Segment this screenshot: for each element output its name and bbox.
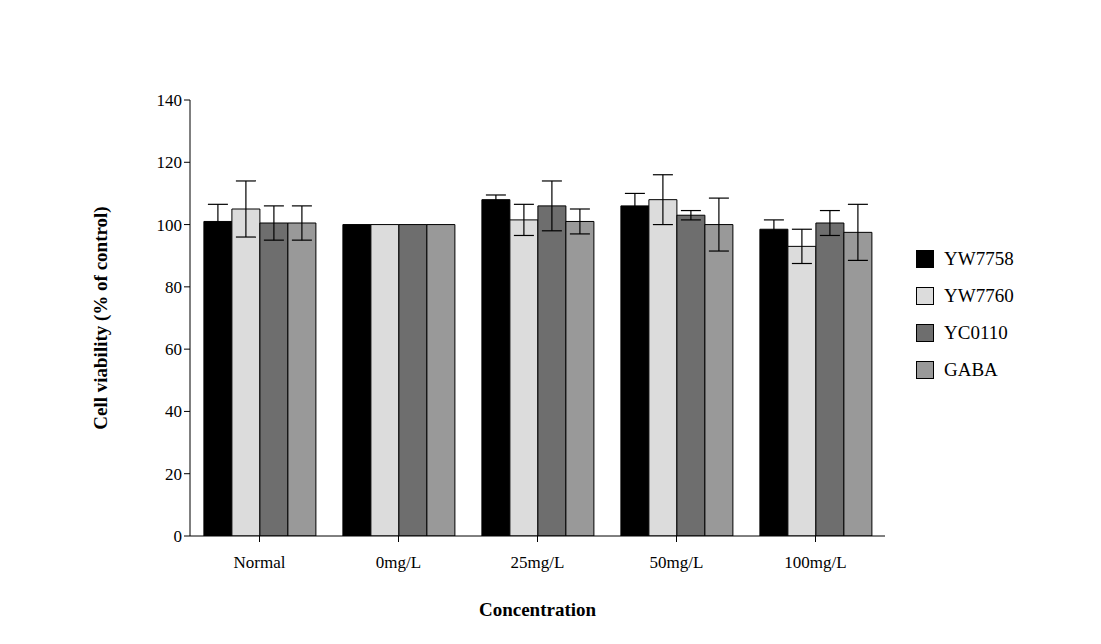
svg-text:120: 120: [157, 153, 183, 172]
svg-text:100mg/L: 100mg/L: [784, 553, 846, 572]
svg-text:60: 60: [165, 340, 182, 359]
svg-text:0: 0: [174, 527, 183, 546]
svg-text:Concentration: Concentration: [479, 599, 597, 620]
svg-text:50mg/L: 50mg/L: [650, 553, 704, 572]
svg-text:140: 140: [157, 91, 183, 110]
svg-text:25mg/L: 25mg/L: [511, 553, 565, 572]
svg-text:40: 40: [165, 402, 182, 421]
svg-text:20: 20: [165, 465, 182, 484]
html-text:YW7758: YW7758: [944, 247, 1014, 269]
html-text:YW7760: YW7760: [944, 284, 1014, 306]
svg-text:Normal: Normal: [234, 553, 286, 572]
svg-text:80: 80: [165, 278, 182, 297]
html-text:YC0110: YC0110: [944, 321, 1008, 343]
svg-text:0mg/L: 0mg/L: [376, 553, 421, 572]
html-text:GABA: GABA: [944, 358, 998, 380]
svg-text:100: 100: [157, 216, 183, 235]
svg-text:Cell viability (% of control): Cell viability (% of control): [90, 206, 112, 429]
